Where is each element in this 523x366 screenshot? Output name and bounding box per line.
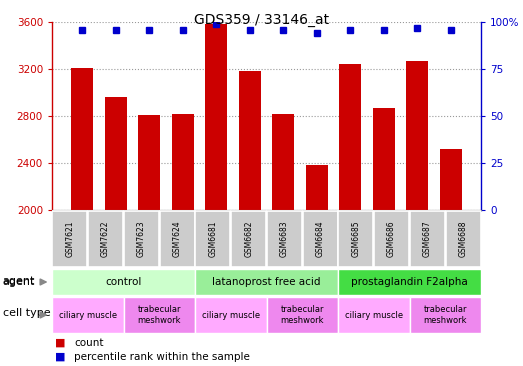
Bar (406, 61, 428, 210)
Bar (239, 71, 260, 210)
Bar (338, 211, 373, 267)
Bar (410, 297, 481, 333)
Bar (196, 211, 231, 267)
Text: trabecular
meshwork: trabecular meshwork (138, 305, 181, 325)
Bar (195, 269, 338, 295)
Bar (440, 149, 461, 210)
Bar (303, 211, 338, 267)
Bar (88, 211, 123, 267)
Text: GSM7623: GSM7623 (137, 221, 146, 257)
Text: GDS359 / 33146_at: GDS359 / 33146_at (194, 13, 329, 27)
Bar (206, 25, 227, 210)
Bar (410, 211, 445, 267)
Bar (231, 211, 266, 267)
Text: GSM7624: GSM7624 (173, 221, 181, 257)
Bar (52, 269, 195, 295)
Bar (52, 211, 87, 267)
Text: cell type: cell type (3, 308, 50, 318)
Text: ■: ■ (54, 352, 65, 362)
Text: trabecular
meshwork: trabecular meshwork (280, 305, 324, 325)
Bar (338, 297, 410, 333)
Text: agent: agent (3, 277, 35, 287)
Text: ciliary muscle: ciliary muscle (59, 310, 117, 320)
Bar (373, 108, 394, 210)
Text: GSM7621: GSM7621 (65, 221, 74, 257)
Text: GSM6683: GSM6683 (280, 221, 289, 257)
Text: GSM7622: GSM7622 (101, 221, 110, 257)
Text: percentile rank within the sample: percentile rank within the sample (74, 352, 251, 362)
Text: ■: ■ (54, 338, 65, 348)
Text: GSM6688: GSM6688 (459, 221, 468, 257)
Text: GSM6684: GSM6684 (315, 221, 325, 257)
Text: GSM6687: GSM6687 (423, 221, 432, 257)
Text: GSM6682: GSM6682 (244, 221, 253, 257)
Bar (272, 114, 294, 210)
Bar (72, 68, 93, 210)
Bar (123, 297, 195, 333)
Text: ciliary muscle: ciliary muscle (202, 310, 260, 320)
Bar (267, 297, 338, 333)
Text: GSM6686: GSM6686 (387, 221, 396, 257)
Bar (338, 269, 481, 295)
Bar (195, 297, 267, 333)
Bar (339, 64, 361, 210)
Bar (52, 297, 123, 333)
Bar (105, 97, 127, 210)
Text: control: control (105, 277, 142, 287)
Text: agent: agent (3, 276, 35, 285)
Text: ciliary muscle: ciliary muscle (345, 310, 403, 320)
Bar (374, 211, 409, 267)
Text: count: count (74, 338, 104, 348)
Bar (172, 114, 194, 210)
Bar (160, 211, 195, 267)
Bar (139, 115, 160, 210)
Text: latanoprost free acid: latanoprost free acid (212, 277, 321, 287)
Bar (446, 211, 481, 267)
Text: prostaglandin F2alpha: prostaglandin F2alpha (351, 277, 468, 287)
Text: GSM6681: GSM6681 (208, 221, 218, 257)
Text: trabecular
meshwork: trabecular meshwork (424, 305, 467, 325)
Bar (306, 165, 327, 210)
Bar (267, 211, 302, 267)
Text: GSM6685: GSM6685 (351, 221, 360, 257)
Bar (124, 211, 159, 267)
